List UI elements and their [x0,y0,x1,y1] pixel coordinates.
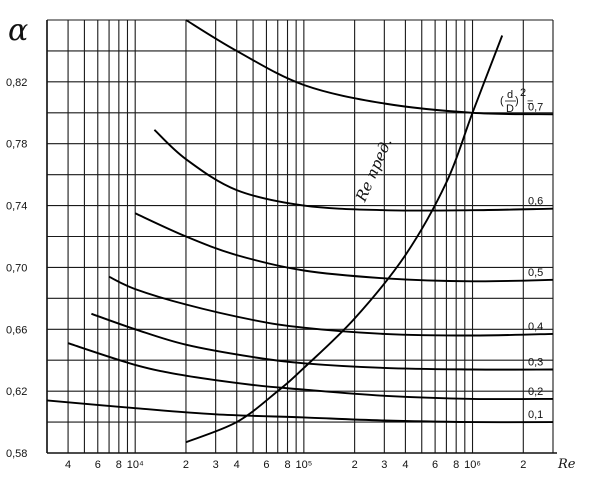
curves: 0,7 0,6 0,5 0,4 0,3 0,2 0,1 Re пред. [46,19,554,444]
y-tick-label: 0,78 [6,139,27,151]
x-tick-label: 10⁵ [295,459,312,471]
y-axis-label: α [8,13,28,48]
x-tick-label: 8 [284,459,290,471]
series-curve [91,312,554,371]
x-tick-label: 2 [183,459,189,471]
formula-numerator: d [507,89,513,101]
x-tick-label: 6 [95,459,101,471]
x-tick-label: 6 [432,459,438,471]
grid [46,19,557,454]
y-tick-label: 0,70 [6,262,27,274]
x-tick-label: 10⁶ [464,459,481,471]
limit-curve-label: Re пред. [352,135,396,205]
series-label: 0,5 [528,267,543,279]
x-tick-label: 4 [234,459,240,471]
limit-curve [185,35,504,444]
x-tick-label: 10⁴ [127,459,144,471]
series-curve [185,19,554,116]
series-label: 0,2 [528,386,543,398]
x-axis-label: Re [557,457,576,472]
svg-text:): ) [515,95,519,107]
series-label: 0,4 [528,321,543,333]
x-tick-label: 2 [352,459,358,471]
x-tick-label: 3 [213,459,219,471]
y-tick-label: 0,66 [6,324,27,336]
x-tick-label: 2 [520,459,526,471]
x-tick-label: 6 [263,459,269,471]
x-tick-label: 8 [116,459,122,471]
series-curve [46,399,554,424]
series-label: 0,7 [528,101,543,113]
svg-text:(: ( [500,95,504,107]
y-tick-label: 0,74 [6,201,27,213]
series-curve [67,342,554,401]
series-label: 0,3 [528,356,543,368]
y-tick-label: 0,62 [6,386,27,398]
y-tick-label: 0,82 [6,77,27,89]
series-label: 0,1 [528,409,543,421]
formula-denominator: D [506,103,514,115]
svg-text:=: = [527,97,533,109]
x-tick-label: 4 [402,459,408,471]
series-curve [153,129,554,212]
y-tick-label: 0,58 [6,448,27,460]
series-curve [108,275,554,337]
tick-labels: 0,580,620,660,700,740,780,824 6 8 10⁴ 2 3 4 6 8 1… [6,77,526,471]
formula-exponent: 2 [520,87,526,99]
series-curve [134,212,554,283]
x-tick-label: 4 [65,459,71,471]
d-over-d-formula: ( d D ) 2 = [500,87,533,115]
series-label: 0,6 [528,196,543,208]
x-tick-label: 3 [381,459,387,471]
x-tick-label: 8 [453,459,459,471]
